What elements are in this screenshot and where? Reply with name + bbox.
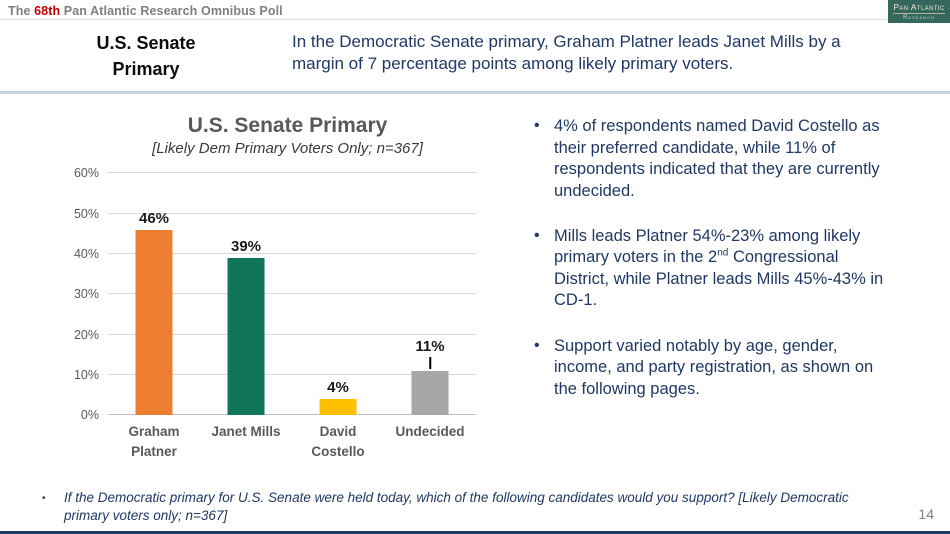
bar-data-label: 11% bbox=[415, 337, 445, 355]
y-axis-tick-label: 20% bbox=[73, 327, 99, 342]
bar-data-label: 39% bbox=[230, 237, 262, 255]
bar-column: 11% bbox=[384, 173, 476, 416]
title-row: U.S. Senate Primary In the Democratic Se… bbox=[0, 30, 950, 82]
key-findings: • 4% of respondents named David Costello… bbox=[520, 94, 950, 463]
bullet-item: • 4% of respondents named David Costello… bbox=[530, 116, 892, 202]
y-axis-tick-label: 60% bbox=[73, 166, 99, 181]
bullet-text-2: Mills leads Platner 54%-23% among likely… bbox=[554, 226, 892, 312]
x-axis-category-label: David Costello bbox=[311, 424, 365, 460]
pan-atlantic-logo: Pan Atlantic Research bbox=[888, 0, 950, 23]
y-axis-tick-label: 30% bbox=[73, 287, 99, 302]
bar-column: 46% bbox=[108, 173, 200, 416]
gridline bbox=[108, 172, 476, 174]
gridline bbox=[108, 212, 476, 214]
bullet-marker: • bbox=[534, 336, 540, 354]
gridline bbox=[108, 414, 476, 416]
logo-line2: Research bbox=[903, 15, 935, 21]
bar-data-label: 4% bbox=[327, 379, 349, 397]
bar-david-costello bbox=[319, 399, 357, 416]
bar-column: 4% bbox=[292, 173, 384, 416]
slide-bottom-border bbox=[0, 531, 950, 534]
x-axis-category-label: Graham Platner bbox=[128, 424, 180, 460]
x-axis-labels: Graham Platner Janet Mills David Costello U… bbox=[108, 422, 476, 463]
gridline bbox=[108, 373, 476, 375]
x-axis-category-label: Undecided bbox=[395, 424, 465, 440]
gridline bbox=[108, 293, 476, 295]
y-axis-tick-label: 0% bbox=[80, 408, 99, 423]
bars-layer: 46% 39% 4% 11% bbox=[108, 173, 476, 416]
bullet-item: • Support varied notably by age, gender,… bbox=[530, 336, 892, 400]
main-content: U.S. Senate Primary [Likely Dem Primary … bbox=[0, 94, 950, 463]
bullet-text-1: 4% of respondents named David Costello a… bbox=[554, 117, 880, 200]
chart-subtitle: [Likely Dem Primary Voters Only; n=367] bbox=[152, 140, 423, 158]
footnote: • If the Democratic primary for U.S. Sen… bbox=[42, 489, 862, 525]
bar-column: 39% bbox=[200, 173, 292, 416]
bullet-2-superscript: nd bbox=[717, 247, 729, 259]
report-header-edition: 68th bbox=[34, 4, 61, 18]
header-divider bbox=[0, 91, 950, 95]
footnote-text: If the Democratic primary for U.S. Senat… bbox=[64, 489, 849, 523]
headline-text: In the Democratic Senate primary, Graham… bbox=[292, 32, 841, 74]
report-header-prefix: The bbox=[8, 4, 35, 18]
logo-line1: Pan Atlantic bbox=[893, 2, 945, 14]
label-leader-line bbox=[429, 356, 431, 369]
page-number: 14 bbox=[918, 506, 934, 522]
chart-section: U.S. Senate Primary [Likely Dem Primary … bbox=[0, 94, 520, 463]
report-header: The 68th Pan Atlantic Research Omnibus P… bbox=[0, 0, 950, 20]
bullet-2-pre: Mills leads Platner 54%-23% among likely… bbox=[554, 226, 861, 267]
y-axis-tick-label: 40% bbox=[73, 246, 99, 261]
bullet-marker: • bbox=[534, 117, 540, 135]
gridline bbox=[108, 333, 476, 335]
report-header-rest: Pan Atlantic Research Omnibus Poll bbox=[60, 4, 283, 18]
slide-title-column: U.S. Senate Primary bbox=[0, 30, 292, 82]
footnote-bullet-marker: • bbox=[42, 492, 46, 504]
bar-data-label: 46% bbox=[138, 209, 170, 227]
bullet-marker: • bbox=[534, 226, 540, 244]
bullet-item: • Mills leads Platner 54%-23% among like… bbox=[530, 226, 892, 312]
bar-graham-platner bbox=[135, 229, 173, 416]
x-axis-category-label: Janet Mills bbox=[211, 424, 281, 440]
bar-janet-mills bbox=[227, 257, 265, 416]
slide-title: U.S. Senate Primary bbox=[96, 33, 196, 80]
bar-undecided bbox=[411, 370, 449, 416]
chart-container: U.S. Senate Primary [Likely Dem Primary … bbox=[55, 114, 520, 463]
y-axis-tick-label: 50% bbox=[73, 206, 99, 221]
chart-plot-area: 0% 10% 20% 30% 40% 50% 60% 46% 39% 4% 11% bbox=[74, 166, 476, 422]
bullet-2-post: Congressional District, while Platner le… bbox=[554, 248, 884, 310]
bullet-text-3: Support varied notably by age, gender, i… bbox=[554, 336, 874, 398]
y-axis-tick-label: 10% bbox=[73, 367, 99, 382]
chart-title: U.S. Senate Primary bbox=[187, 114, 388, 138]
gridline bbox=[108, 252, 476, 254]
